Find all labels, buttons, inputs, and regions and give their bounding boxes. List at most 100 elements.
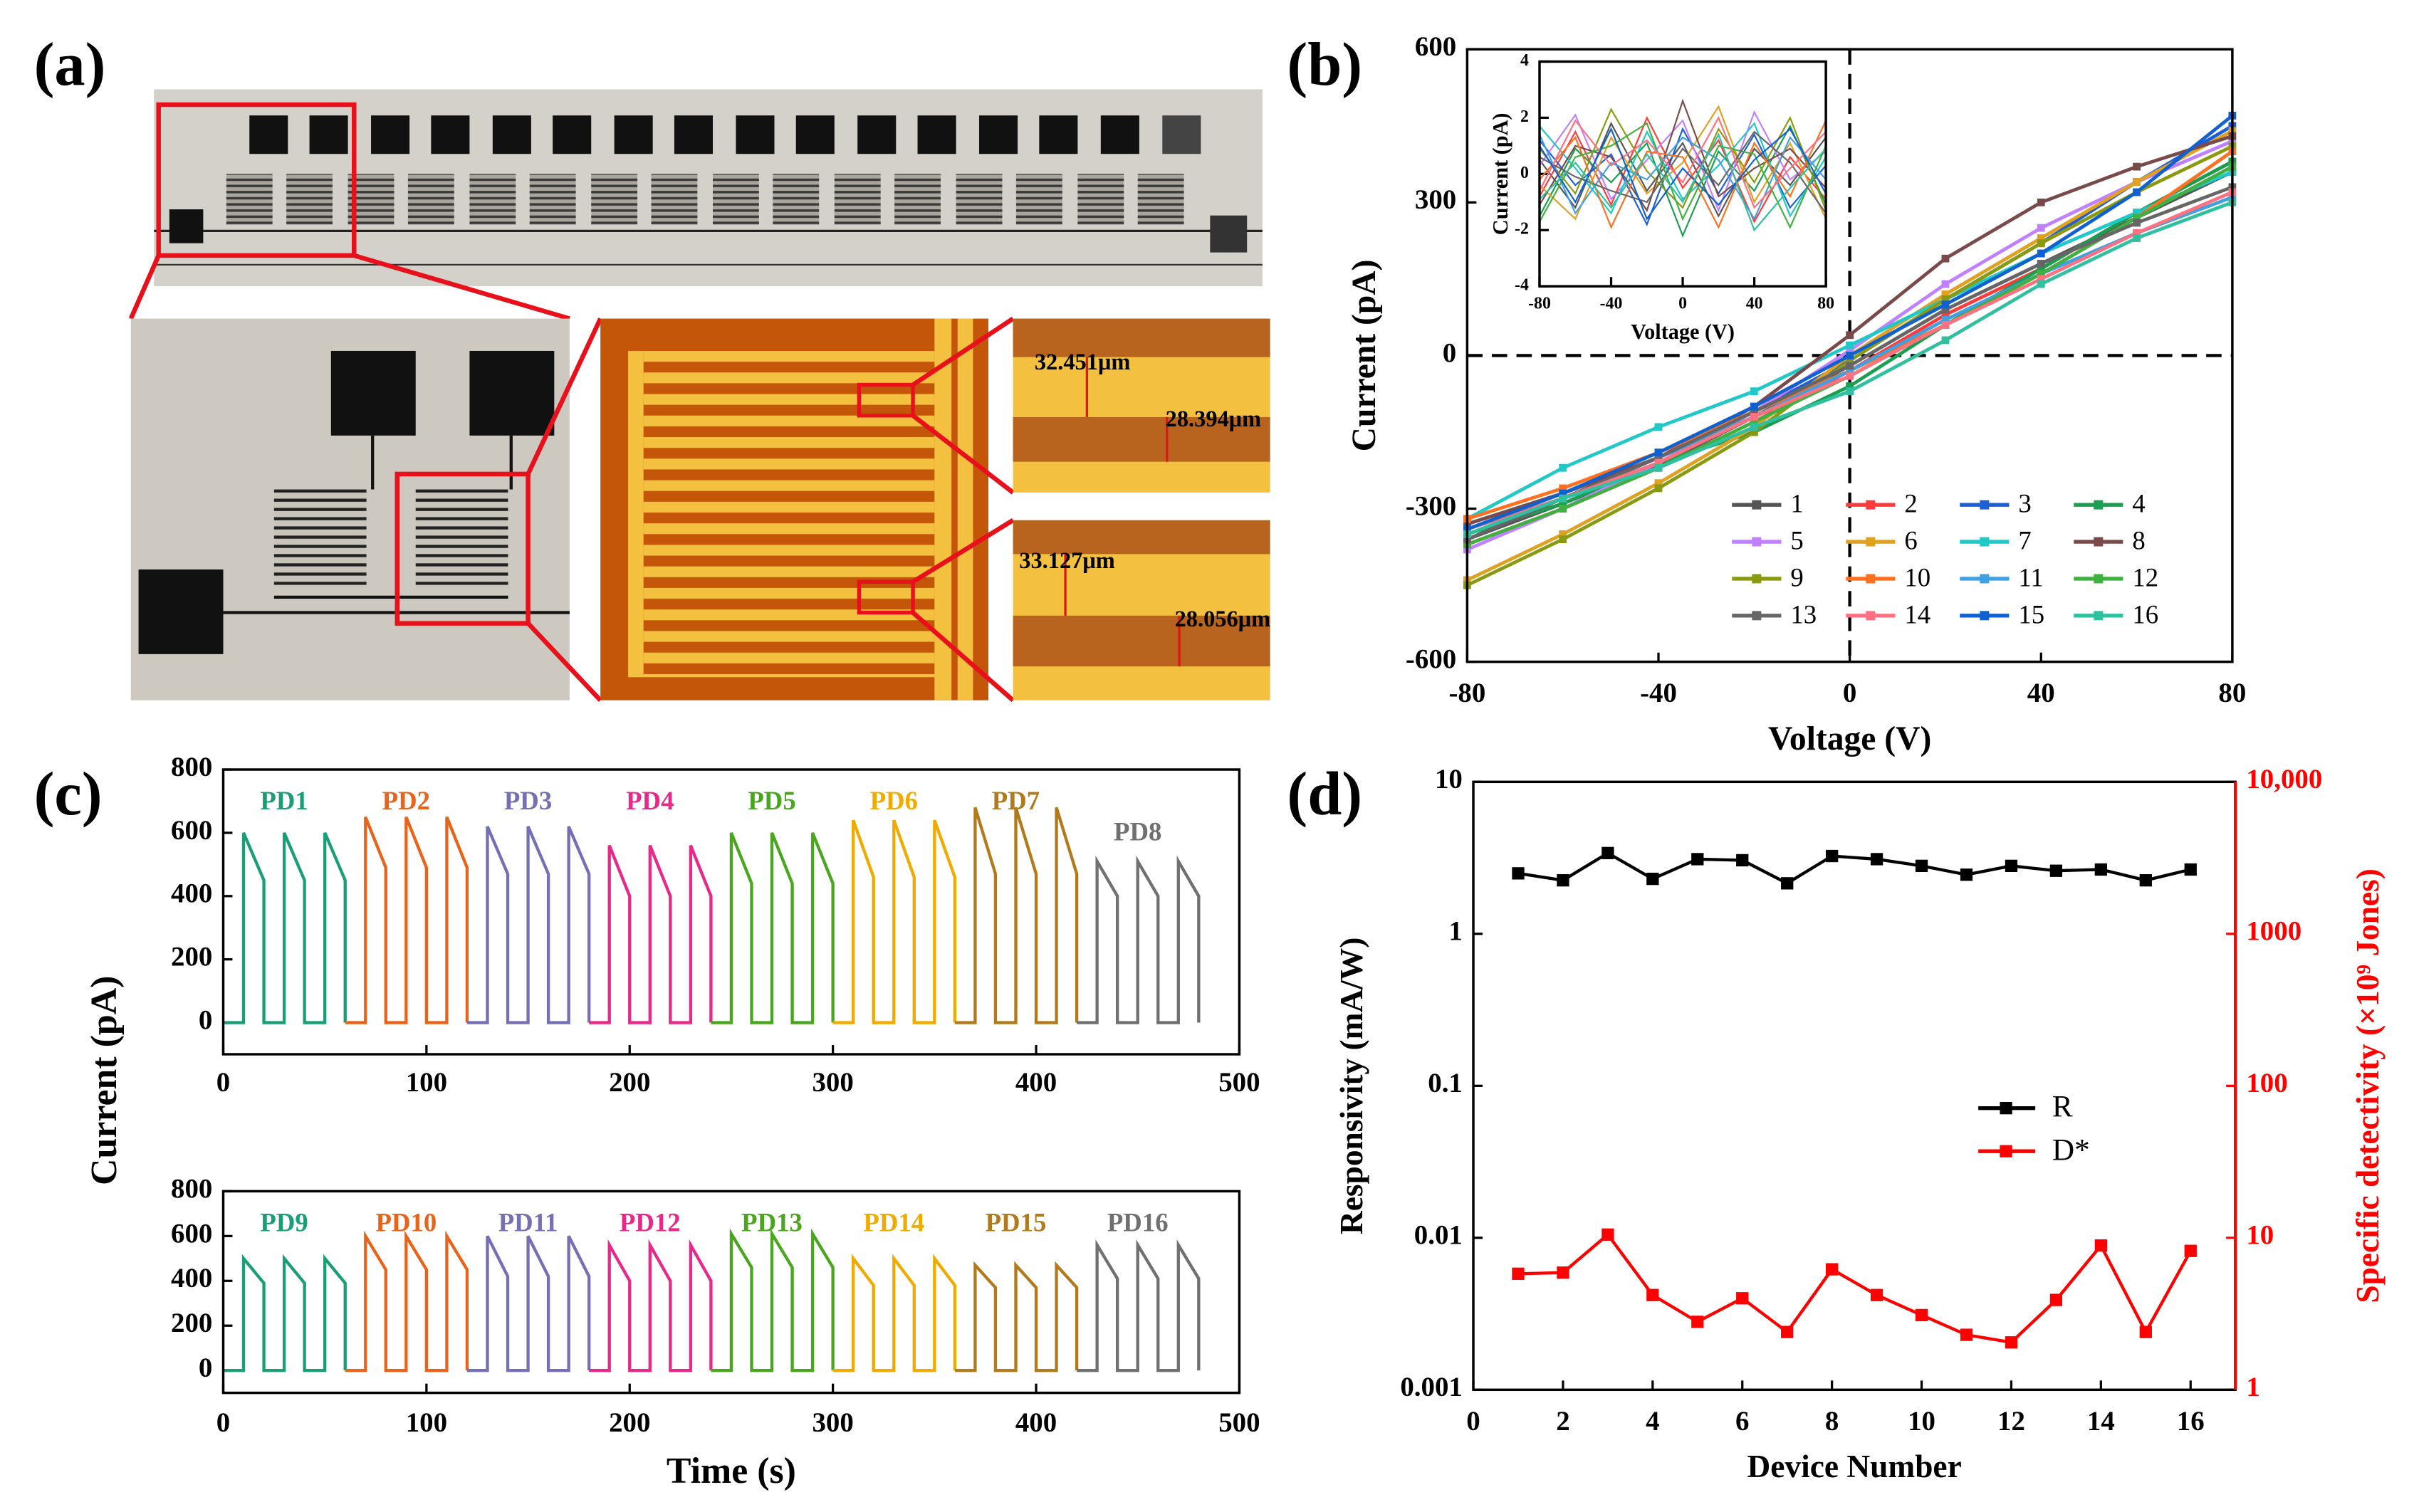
- legend-label: R: [2052, 1090, 2073, 1124]
- marker: [2037, 275, 2045, 283]
- x-tick-label: 80: [2218, 678, 2246, 708]
- y2-tick-label: 100: [2246, 1068, 2287, 1098]
- series-label: PD1: [260, 786, 308, 815]
- legend-label: 10: [1904, 563, 1930, 592]
- marker: [1602, 846, 1614, 859]
- marker: [2005, 1336, 2018, 1349]
- plot-frame: [221, 768, 1241, 1056]
- x-tick-label: 0: [216, 1407, 230, 1438]
- marker: [2037, 234, 2045, 242]
- legend-marker: [1866, 500, 1876, 510]
- marker: [1825, 849, 1839, 863]
- panel-label: (d): [1287, 760, 1362, 828]
- marker: [2094, 863, 2108, 876]
- marker: [1941, 315, 1950, 324]
- marker: [2133, 188, 2141, 196]
- marker: [2139, 1325, 2152, 1338]
- legend-marker: [1866, 574, 1876, 584]
- y-tick-label: 200: [171, 1308, 212, 1338]
- x-tick-label: 200: [609, 1407, 650, 1438]
- series-line: [223, 1254, 347, 1372]
- marker: [1941, 336, 1950, 345]
- series-line: [345, 816, 469, 1024]
- legend-marker: [1980, 500, 1990, 510]
- marker: [1691, 1316, 1704, 1328]
- series-line: [466, 826, 591, 1024]
- marker: [1654, 423, 1663, 431]
- marker: [2037, 280, 2045, 288]
- y2-tick-label: 10,000: [2246, 764, 2322, 794]
- marker: [1846, 331, 1854, 340]
- panel-label: (a): [34, 30, 106, 98]
- series-label: PD4: [626, 786, 674, 815]
- marker: [1941, 321, 1950, 329]
- x-tick-label: 8: [1825, 1406, 1839, 1437]
- marker: [1750, 418, 1758, 426]
- x-tick-label: -80: [1528, 295, 1551, 313]
- series-line: [1539, 124, 1827, 238]
- plot-frame: [1538, 60, 1827, 288]
- marker: [1941, 305, 1950, 314]
- marker: [2139, 873, 2152, 887]
- marker: [1654, 458, 1663, 467]
- marker: [1559, 489, 1567, 498]
- x-tick-label: 2: [1556, 1406, 1569, 1437]
- marker: [2037, 249, 2045, 258]
- marker: [1559, 494, 1567, 503]
- legend-marker: [1866, 611, 1876, 621]
- series-line: [1539, 132, 1827, 232]
- marker: [1846, 367, 1854, 375]
- y-tick-label: 0: [1520, 164, 1529, 182]
- legend-marker: [1752, 611, 1762, 621]
- series-line: [1539, 120, 1827, 230]
- marker: [1870, 853, 1883, 866]
- marker: [1941, 254, 1950, 263]
- legend-marker: [2094, 537, 2104, 547]
- y-tick-label: 800: [171, 1173, 212, 1204]
- marker: [1960, 868, 1973, 881]
- x-tick-label: 500: [1218, 1407, 1260, 1438]
- series-line: [1539, 134, 1827, 221]
- series-line: [1517, 851, 2191, 886]
- series-line: [1539, 110, 1827, 213]
- x-tick-label: 40: [2027, 678, 2055, 708]
- marker: [1559, 463, 1567, 472]
- y-tick-label: 10: [1435, 764, 1463, 794]
- marker: [2037, 239, 2045, 248]
- legend-marker: [2094, 500, 2104, 510]
- series-line: [1539, 115, 1827, 209]
- marker: [1602, 1228, 1614, 1241]
- x-tick-label: 80: [1817, 295, 1834, 313]
- marker: [1654, 448, 1663, 457]
- y2-axis-label: Specific detectivity (×10⁹ Jones): [2350, 868, 2386, 1303]
- series-label: PD15: [986, 1207, 1047, 1237]
- legend-marker: [1752, 574, 1762, 584]
- legend-marker: [1752, 537, 1762, 547]
- legend-marker: [1980, 611, 1990, 621]
- x-axis-label: Voltage (V): [1631, 320, 1735, 344]
- marker: [1846, 382, 1854, 390]
- marker: [1559, 530, 1567, 538]
- marker: [1846, 341, 1854, 350]
- y-axis-label: Responsivity (mA/W): [1334, 938, 1369, 1234]
- marker: [2184, 1244, 2197, 1257]
- y-tick-label: 0.001: [1400, 1372, 1463, 1402]
- series-line: [1539, 130, 1827, 214]
- x-tick-label: 400: [1015, 1067, 1057, 1098]
- marker: [2037, 224, 2045, 232]
- measurement: 28.056μm: [1175, 607, 1270, 632]
- y-axis-label: Current (pA): [1488, 112, 1512, 235]
- marker: [1846, 352, 1854, 359]
- plot-frame: [221, 1190, 1241, 1395]
- marker: [2133, 209, 2141, 217]
- marker: [1559, 499, 1567, 508]
- plot-frame: [1465, 48, 2234, 663]
- marker: [1781, 877, 1794, 890]
- x-tick-label: 12: [1997, 1406, 2025, 1437]
- y-axis-label: Current (pA): [84, 976, 125, 1185]
- y-tick-label: 4: [1520, 51, 1529, 70]
- series-label: PD16: [1107, 1207, 1169, 1237]
- y2-tick-label: 1: [2246, 1372, 2259, 1402]
- marker: [1750, 402, 1758, 411]
